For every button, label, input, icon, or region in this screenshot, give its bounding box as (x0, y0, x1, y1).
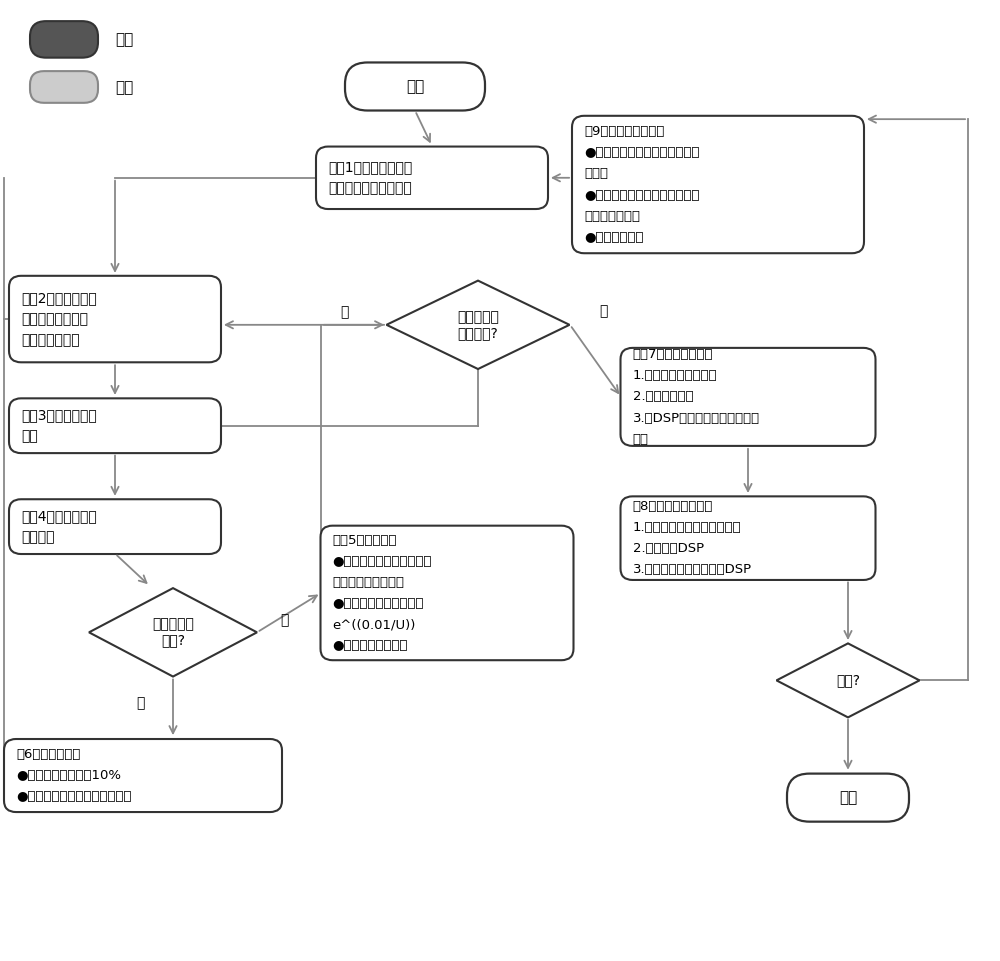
Text: ●将平均总置信度设置为新的置: ●将平均总置信度设置为新的置 (584, 146, 700, 160)
Text: 步骤2：使用蒙特卡: 步骤2：使用蒙特卡 (21, 291, 97, 305)
Text: 2.输出拆卸顺序: 2.输出拆卸顺序 (633, 390, 693, 404)
Text: 度的可变可行性惩罚: 度的可变可行性惩罚 (332, 576, 404, 589)
Text: 是否实现了
完全拆卸?: 是否实现了 完全拆卸? (457, 309, 499, 340)
FancyBboxPatch shape (4, 739, 282, 812)
Text: ●生成递归停止矩阵: ●生成递归停止矩阵 (332, 639, 408, 653)
FancyBboxPatch shape (30, 71, 98, 103)
Text: 罗正向传播整理可: 罗正向传播整理可 (21, 312, 88, 326)
FancyBboxPatch shape (316, 147, 548, 209)
Text: 步骤7：输出循环数据: 步骤7：输出循环数据 (633, 348, 713, 361)
FancyBboxPatch shape (9, 398, 221, 453)
Text: 步骤5：故障响应: 步骤5：故障响应 (332, 533, 397, 547)
Text: 2.输出模式DSP: 2.输出模式DSP (633, 542, 704, 555)
Text: 1.输出通过和失败数据: 1.输出通过和失败数据 (633, 369, 717, 382)
Polygon shape (776, 644, 920, 717)
Text: 信矩阵: 信矩阵 (584, 167, 608, 181)
Text: ●编辑初始可行性矩阵，包括上: ●编辑初始可行性矩阵，包括上 (584, 188, 700, 202)
Text: 动器: 动器 (21, 430, 38, 443)
Text: 一次运行的惩罚: 一次运行的惩罚 (584, 209, 640, 223)
Text: ●接触零件会受到基于可信: ●接触零件会受到基于可信 (332, 554, 432, 568)
Text: 1.计算稳态可行性和置信矩阵: 1.计算稳态可行性和置信矩阵 (633, 521, 741, 534)
Text: 否: 否 (340, 306, 348, 319)
FancyBboxPatch shape (320, 526, 574, 660)
Text: e^((0.01/U)): e^((0.01/U)) (332, 618, 416, 631)
Text: ●记录并删除置信和可行性数据: ●记录并删除置信和可行性数据 (16, 790, 131, 803)
FancyBboxPatch shape (345, 62, 485, 111)
Text: ●将组件置信值降低10%: ●将组件置信值降低10% (16, 769, 121, 782)
Text: 停止?: 停止? (836, 674, 860, 687)
Text: 第8步：输出系统数据: 第8步：输出系统数据 (633, 500, 713, 513)
Text: 生成可行性和置信矩阵: 生成可行性和置信矩阵 (328, 182, 412, 195)
Text: 第9步：编辑初始条件: 第9步：编辑初始条件 (584, 125, 664, 138)
Text: 步骤1：使用初始条件: 步骤1：使用初始条件 (328, 160, 412, 174)
Text: 完成: 完成 (839, 790, 857, 805)
Polygon shape (386, 281, 570, 369)
Text: 拆卸方向: 拆卸方向 (21, 530, 55, 544)
FancyBboxPatch shape (620, 348, 876, 446)
Text: 第6步：通过响应: 第6步：通过响应 (16, 748, 80, 761)
Text: 组件被移除
了吗?: 组件被移除 了吗? (152, 617, 194, 648)
Text: ●添加平衡矩阵: ●添加平衡矩阵 (584, 231, 644, 244)
FancyBboxPatch shape (9, 500, 221, 554)
Text: 步骤3：添加递归止: 步骤3：添加递归止 (21, 408, 97, 422)
Text: 开始: 开始 (406, 79, 424, 94)
Text: 行性和置信矩阵: 行性和置信矩阵 (21, 333, 80, 347)
Text: 周期: 周期 (115, 80, 133, 95)
Text: 评分: 评分 (633, 432, 649, 446)
Text: ●将零件置信值增加因子: ●将零件置信值增加因子 (332, 597, 424, 610)
FancyBboxPatch shape (572, 115, 864, 253)
Text: 3.输出最可行、最置信的DSP: 3.输出最可行、最置信的DSP (633, 563, 752, 577)
FancyBboxPatch shape (30, 21, 98, 58)
Text: 否: 否 (280, 613, 288, 627)
Text: 是: 是 (599, 305, 607, 318)
FancyBboxPatch shape (9, 276, 221, 362)
FancyBboxPatch shape (620, 496, 876, 579)
Text: 步骤4：确定部件和: 步骤4：确定部件和 (21, 509, 97, 523)
Polygon shape (89, 588, 257, 677)
Text: 3.对DSP的可行性和置信度进行: 3.对DSP的可行性和置信度进行 (633, 411, 760, 425)
FancyBboxPatch shape (787, 774, 909, 822)
Text: 是: 是 (136, 697, 144, 710)
Text: 迭代: 迭代 (115, 32, 133, 47)
